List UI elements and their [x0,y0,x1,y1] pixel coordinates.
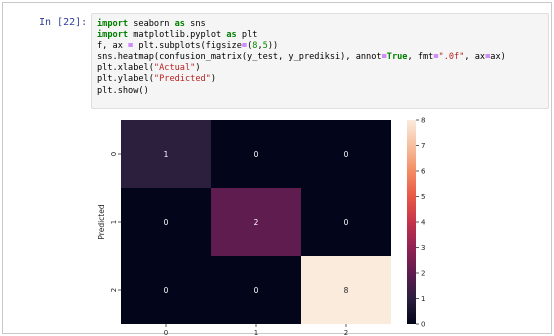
colorbar-tick-label: 0 [421,321,425,329]
cell-annotation: 1 [164,150,169,159]
code-token: f, ax [97,41,129,52]
code-token: = [485,52,491,63]
code-token: = [381,52,387,63]
y-tick-label: 0 [110,152,118,156]
colorbar-tick-label: 5 [421,193,425,201]
code-line: plt.show() [97,86,543,97]
colorbar-tick-label: 2 [421,270,425,278]
code-token: 8 [252,41,258,52]
colorbar-tick-label: 8 [421,117,425,125]
code-line: sns.heatmap(confusion_matrix(y_test, y_p… [97,52,543,63]
cell-annotation: 2 [254,218,259,227]
code-token: ( [247,41,253,52]
code-token: plt.ylabel( [97,74,154,85]
heatmap-cell [301,256,391,324]
code-token: ax) [490,52,506,63]
code-token: as [174,19,185,29]
code-line: f, ax = plt.subplots(figsize=(8,5)) [97,41,543,52]
code-token: "Predicted" [153,74,211,85]
code-token: seaborn [128,19,175,29]
colorbar-tick-label: 3 [421,244,425,252]
code-token: plt.subplots(figsize [133,41,242,52]
code-token: sns [184,19,206,29]
cell-prompt: In [22]: [39,17,88,28]
heatmap-cell [211,120,301,188]
x-tick-label: 0 [164,329,168,336]
code-token: as [226,30,237,41]
colorbar-tick-label: 1 [421,295,425,303]
x-tick-label: 2 [344,329,348,336]
code-token: ) [210,74,217,85]
heatmap-chart: 100020008012012ActualPredicted012345678 [97,117,426,336]
heatmap-cell [211,256,301,324]
colorbar-tick-label: 6 [421,168,426,176]
heatmap-cell [301,188,391,256]
heatmap-cell [301,120,391,188]
code-token: "Actual" [153,63,196,74]
cell-annotation: 8 [344,286,349,295]
code-token: plt [236,30,258,41]
code-token: , [257,41,263,52]
heatmap-cell [121,188,211,256]
output-area: 100020008012012ActualPredicted012345678 [91,111,551,336]
y-tick-label: 1 [110,220,118,224]
cell-annotation: 0 [344,218,349,227]
code-token: = [241,41,248,52]
code-token: , fmt [407,52,434,63]
cell-annotation: 0 [344,150,349,159]
code-token: = [128,41,134,52]
colorbar-tick-label: 4 [421,219,426,227]
code-line: import matplotlib.pyplot as plt [97,30,543,41]
x-tick-label: 1 [254,329,258,336]
y-tick-label: 2 [110,288,118,292]
colorbar [407,120,416,324]
cell-annotation: 0 [164,286,169,295]
code-line: import seaborn as sns [97,19,543,30]
code-token: import [97,19,129,29]
heatmap-cell [211,188,301,256]
heatmap-cell [121,256,211,324]
code-token: = [433,52,439,63]
code-token: plt.show() [97,85,149,96]
code-token: sns.heatmap(confusion_matrix(y_test, y_p… [97,52,382,63]
heatmap-cell [121,120,211,188]
code-token: 5 [262,41,268,52]
code-token: True [386,52,408,63]
code-token: ) [195,63,201,74]
code-line: plt.xlabel("Actual") [97,63,543,74]
code-token: plt.xlabel( [97,63,154,74]
code-token: matplotlib.pyplot [128,30,227,41]
cell-annotation: 0 [254,150,259,159]
colorbar-tick-label: 7 [421,142,425,150]
cell-annotation: 0 [254,286,259,295]
code-token: , ax [464,52,486,63]
code-line: plt.ylabel("Predicted") [97,74,543,85]
code-cell[interactable]: import seaborn as sns import matplotlib.p… [91,13,549,109]
y-axis-label: Predicted [97,204,106,239]
cell-annotation: 0 [164,218,169,227]
code-token: import [97,30,129,41]
code-token: ".0f" [438,52,465,63]
code-token: )) [267,41,279,52]
